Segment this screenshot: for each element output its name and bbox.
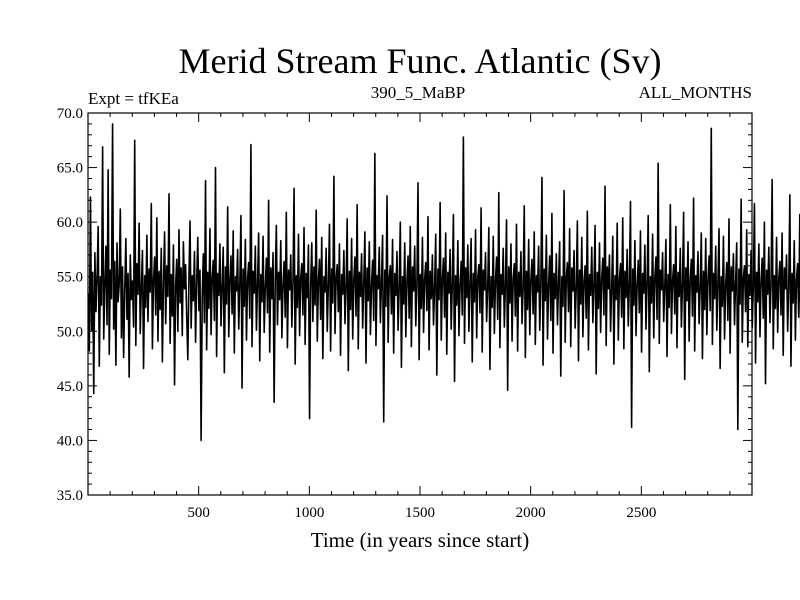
x-axis-label: Time (in years since start) [311, 528, 530, 552]
period-label: 390_5_MaBP [371, 83, 465, 102]
y-tick-label: 60.0 [57, 215, 83, 231]
y-tick-label: 40.0 [57, 433, 83, 449]
plot-area [87, 123, 800, 442]
chart-title: Merid Stream Func. Atlantic (Sv) [179, 41, 662, 81]
x-tick-label: 1500 [405, 505, 435, 521]
y-axis: 35.0 40.0 45.0 50.0 55.0 60.0 65.0 70.0 [57, 106, 752, 504]
x-axis: 500 1000 1500 2000 2500 [109, 113, 731, 521]
y-tick-label: 70.0 [57, 106, 83, 122]
x-tick-label: 500 [187, 505, 210, 521]
months-label: ALL_MONTHS [639, 83, 752, 102]
y-tick-label: 65.0 [57, 161, 83, 177]
y-tick-label: 55.0 [57, 270, 83, 286]
y-tick-label: 50.0 [57, 324, 83, 340]
x-tick-label: 2000 [516, 505, 546, 521]
x-tick-label: 1000 [294, 505, 324, 521]
series-line-0 [87, 123, 800, 442]
x-tick-label: 2500 [626, 505, 656, 521]
y-tick-label: 45.0 [57, 379, 83, 395]
y-tick-label: 35.0 [57, 488, 83, 504]
experiment-label: Expt = tfKEa [88, 89, 179, 108]
